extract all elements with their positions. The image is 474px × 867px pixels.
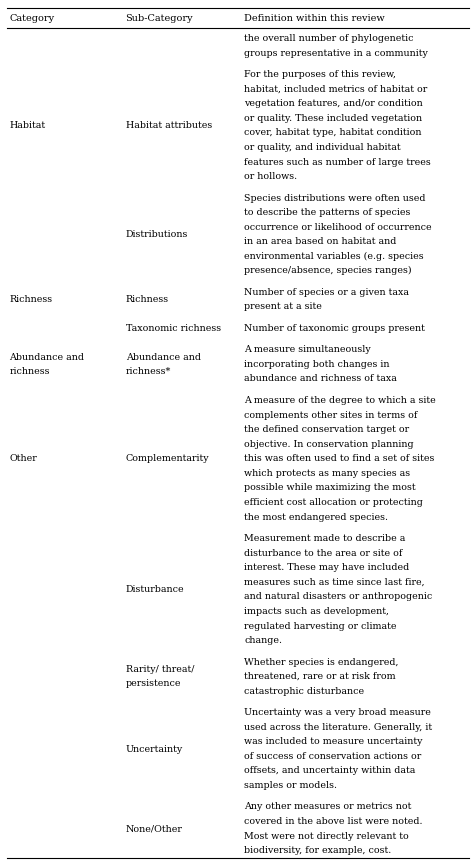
Text: Distributions: Distributions xyxy=(126,230,188,239)
Text: the most endangered species.: the most endangered species. xyxy=(244,512,388,522)
Text: biodiversity, for example, cost.: biodiversity, for example, cost. xyxy=(244,846,392,855)
Text: Abundance and: Abundance and xyxy=(9,353,84,362)
Text: Complementarity: Complementarity xyxy=(126,454,209,463)
Text: Most were not directly relevant to: Most were not directly relevant to xyxy=(244,831,409,841)
Text: features such as number of large trees: features such as number of large trees xyxy=(244,158,431,166)
Text: complements other sites in terms of: complements other sites in terms of xyxy=(244,410,418,420)
Text: Number of taxonomic groups present: Number of taxonomic groups present xyxy=(244,324,425,333)
Text: regulated harvesting or climate: regulated harvesting or climate xyxy=(244,622,397,630)
Text: occurrence or likelihood of occurrence: occurrence or likelihood of occurrence xyxy=(244,223,432,231)
Text: the overall number of phylogenetic: the overall number of phylogenetic xyxy=(244,34,414,43)
Text: Uncertainty: Uncertainty xyxy=(126,745,183,753)
Text: incorporating both changes in: incorporating both changes in xyxy=(244,360,390,369)
Text: Other: Other xyxy=(9,454,37,463)
Text: Habitat attributes: Habitat attributes xyxy=(126,121,212,130)
Text: vegetation features, and/or condition: vegetation features, and/or condition xyxy=(244,99,423,108)
Text: this was often used to find a set of sites: this was often used to find a set of sit… xyxy=(244,454,435,463)
Text: None/Other: None/Other xyxy=(126,825,182,833)
Text: Any other measures or metrics not: Any other measures or metrics not xyxy=(244,803,411,812)
Text: and natural disasters or anthropogenic: and natural disasters or anthropogenic xyxy=(244,592,432,602)
Text: Richness: Richness xyxy=(9,295,53,304)
Text: possible while maximizing the most: possible while maximizing the most xyxy=(244,484,416,492)
Text: catastrophic disturbance: catastrophic disturbance xyxy=(244,687,364,695)
Text: samples or models.: samples or models. xyxy=(244,781,337,790)
Text: or quality. These included vegetation: or quality. These included vegetation xyxy=(244,114,422,123)
Text: richness: richness xyxy=(9,368,50,376)
Text: groups representative in a community: groups representative in a community xyxy=(244,49,428,57)
Text: Category: Category xyxy=(9,14,55,23)
Text: Definition within this review: Definition within this review xyxy=(244,14,385,23)
Text: of success of conservation actions or: of success of conservation actions or xyxy=(244,752,421,761)
Text: Richness: Richness xyxy=(126,295,169,304)
Text: A measure simultaneously: A measure simultaneously xyxy=(244,345,371,355)
Text: abundance and richness of taxa: abundance and richness of taxa xyxy=(244,375,397,383)
Text: Number of species or a given taxa: Number of species or a given taxa xyxy=(244,288,409,297)
Text: Sub-Category: Sub-Category xyxy=(126,14,193,23)
Text: presence/absence, species ranges): presence/absence, species ranges) xyxy=(244,266,412,276)
Text: threatened, rare or at risk from: threatened, rare or at risk from xyxy=(244,672,396,681)
Text: Uncertainty was a very broad measure: Uncertainty was a very broad measure xyxy=(244,708,431,717)
Text: habitat, included metrics of habitat or: habitat, included metrics of habitat or xyxy=(244,85,428,94)
Text: or hollows.: or hollows. xyxy=(244,172,297,181)
Text: which protects as many species as: which protects as many species as xyxy=(244,469,410,478)
Text: measures such as time since last fire,: measures such as time since last fire, xyxy=(244,577,425,587)
Text: cover, habitat type, habitat condition: cover, habitat type, habitat condition xyxy=(244,128,421,137)
Text: in an area based on habitat and: in an area based on habitat and xyxy=(244,238,396,246)
Text: offsets, and uncertainty within data: offsets, and uncertainty within data xyxy=(244,766,416,775)
Text: A measure of the degree to which a site: A measure of the degree to which a site xyxy=(244,396,436,405)
Text: For the purposes of this review,: For the purposes of this review, xyxy=(244,70,396,79)
Text: Abundance and: Abundance and xyxy=(126,353,201,362)
Text: Habitat: Habitat xyxy=(9,121,46,130)
Text: used across the literature. Generally, it: used across the literature. Generally, i… xyxy=(244,723,432,732)
Text: persistence: persistence xyxy=(126,680,181,688)
Text: environmental variables (e.g. species: environmental variables (e.g. species xyxy=(244,251,424,261)
Text: Whether species is endangered,: Whether species is endangered, xyxy=(244,657,399,667)
Text: Taxonomic richness: Taxonomic richness xyxy=(126,324,221,333)
Text: present at a site: present at a site xyxy=(244,303,322,311)
Text: to describe the patterns of species: to describe the patterns of species xyxy=(244,208,410,217)
Text: the defined conservation target or: the defined conservation target or xyxy=(244,425,409,434)
Text: disturbance to the area or site of: disturbance to the area or site of xyxy=(244,549,402,557)
Text: interest. These may have included: interest. These may have included xyxy=(244,564,410,572)
Text: efficient cost allocation or protecting: efficient cost allocation or protecting xyxy=(244,498,423,507)
Text: richness*: richness* xyxy=(126,368,171,376)
Text: Disturbance: Disturbance xyxy=(126,585,184,594)
Text: change.: change. xyxy=(244,636,282,645)
Text: was included to measure uncertainty: was included to measure uncertainty xyxy=(244,737,423,746)
Text: Species distributions were often used: Species distributions were often used xyxy=(244,193,426,203)
Text: impacts such as development,: impacts such as development, xyxy=(244,607,389,616)
Text: or quality, and individual habitat: or quality, and individual habitat xyxy=(244,143,401,152)
Text: objective. In conservation planning: objective. In conservation planning xyxy=(244,440,414,449)
Text: Measurement made to describe a: Measurement made to describe a xyxy=(244,534,405,543)
Text: covered in the above list were noted.: covered in the above list were noted. xyxy=(244,817,423,826)
Text: Rarity/ threat/: Rarity/ threat/ xyxy=(126,665,194,674)
